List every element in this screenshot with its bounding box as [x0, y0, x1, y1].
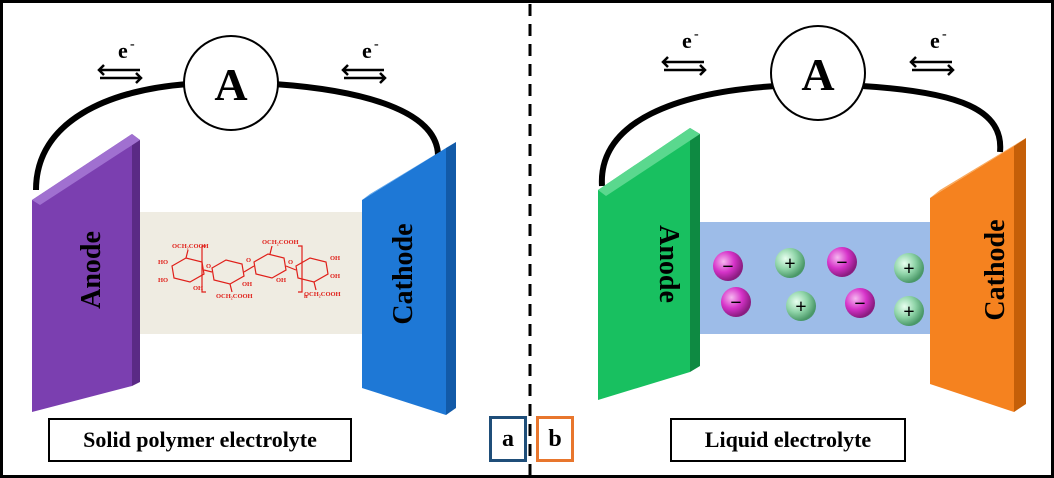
svg-text:−: −: [854, 293, 865, 315]
ammeter-label: A: [801, 49, 834, 100]
solid-electrolyte-slab: [140, 212, 378, 334]
ammeter: A: [770, 25, 866, 121]
anode-plate: Anode: [598, 128, 700, 400]
polymer-oh: OH: [330, 255, 340, 262]
polymer-oh: OH: [276, 277, 286, 284]
anode-label: Anode: [76, 231, 107, 309]
solid-electrolyte-caption: Solid polymer electrolyte: [48, 418, 352, 462]
electron-arrows-left: e -: [97, 37, 143, 84]
svg-text:−: −: [722, 256, 733, 278]
circuit-wire: [598, 83, 1004, 187]
anion: −: [713, 251, 743, 281]
polymer-substituent: OCH₂COOH: [216, 293, 253, 300]
electron-arrows-right: e -: [909, 27, 955, 76]
electron-charge: -: [130, 37, 135, 52]
electron-arrows-right: e -: [341, 37, 387, 84]
electron-charge: -: [374, 37, 379, 52]
anion: −: [827, 247, 857, 277]
cathode-label: Cathode: [388, 223, 419, 324]
cmc-polymer-structure: [171, 245, 329, 293]
panel-a: A e - e - Anode: [32, 35, 456, 415]
anion: −: [721, 287, 751, 317]
cation: +: [894, 296, 924, 326]
cation: +: [775, 248, 805, 278]
anode-plate: Anode: [32, 134, 140, 412]
electron-symbol: e: [682, 28, 692, 53]
anion: −: [845, 288, 875, 318]
polymer-substituent: OCH₂COOH: [262, 239, 299, 246]
polymer-oh: OH: [193, 285, 203, 292]
electron-charge: -: [942, 27, 947, 42]
panel-a-tag: a: [489, 416, 527, 462]
polymer-substituent: OCH₂COOH: [304, 291, 341, 298]
polymer-ho: HO: [158, 259, 168, 266]
circuit-wire: [33, 81, 442, 191]
electron-symbol: e: [362, 38, 372, 63]
panel-b-tag: b: [536, 416, 574, 462]
ions: − + − + − + − +: [713, 247, 924, 326]
panel-b: A e - e - Anode: [598, 25, 1026, 412]
cathode-plate: Cathode: [930, 138, 1026, 412]
svg-text:+: +: [903, 258, 914, 280]
electron-arrows-left: e -: [661, 27, 707, 76]
svg-text:−: −: [836, 252, 847, 274]
svg-text:+: +: [795, 296, 806, 318]
cation: +: [786, 291, 816, 321]
polymer-o: O: [246, 257, 251, 264]
electron-symbol: e: [118, 38, 128, 63]
electron-symbol: e: [930, 28, 940, 53]
polymer-substituent: OCH₂COOH: [172, 243, 209, 250]
svg-text:+: +: [903, 301, 914, 323]
ammeter: A: [183, 35, 279, 131]
ammeter-label: A: [214, 59, 247, 110]
polymer-n: n: [304, 293, 308, 300]
electron-charge: -: [694, 27, 699, 42]
polymer-oh: OH: [242, 281, 252, 288]
anode-label: Anode: [653, 225, 684, 303]
cation: +: [894, 253, 924, 283]
polymer-o: O: [206, 263, 211, 270]
svg-text:−: −: [730, 292, 741, 314]
polymer-ho: HO: [158, 277, 168, 284]
liquid-electrolyte-caption: Liquid electrolyte: [670, 418, 906, 462]
polymer-labels: OCH₂COOH OCH₂COOH OCH₂COOH OCH₂COOH HO H…: [158, 239, 341, 300]
polymer-oh: OH: [330, 273, 340, 280]
cathode-plate: Cathode: [362, 142, 456, 415]
svg-text:+: +: [784, 253, 795, 275]
polymer-o: O: [288, 259, 293, 266]
cathode-label: Cathode: [980, 219, 1011, 320]
